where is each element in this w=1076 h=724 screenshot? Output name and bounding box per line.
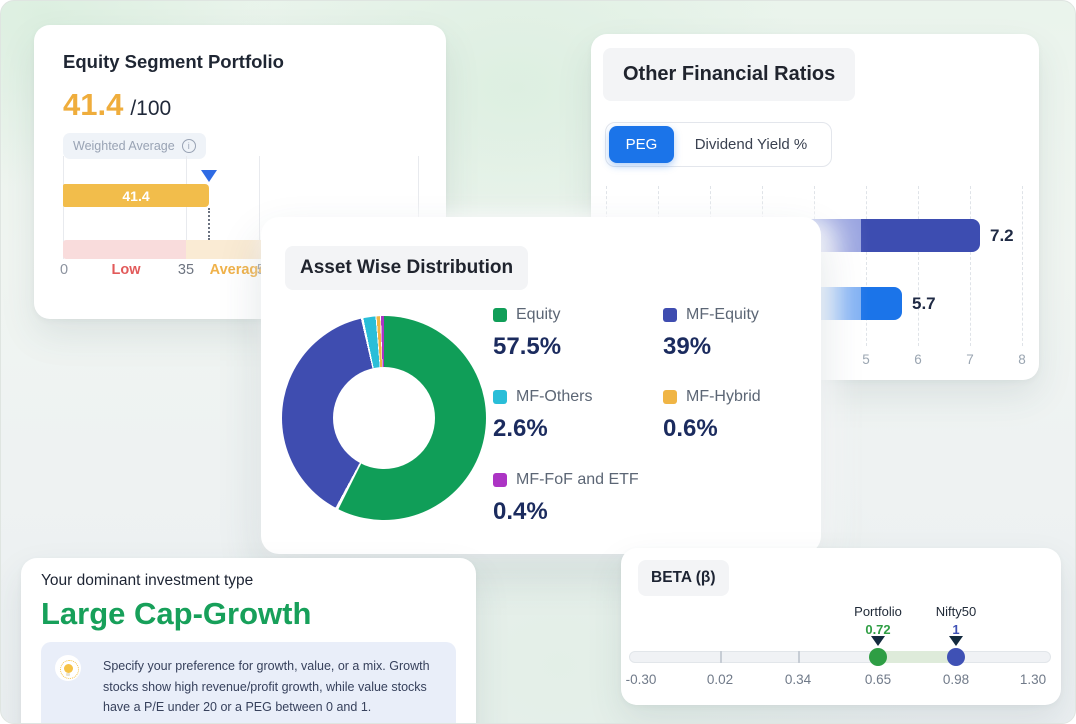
x-tick-6: 6: [914, 352, 922, 367]
legend-equity: Equity 57.5%: [493, 306, 561, 361]
gauge-gridline-0: [63, 156, 64, 259]
gauge-marker-icon: [201, 170, 217, 182]
beta-tick-3: 0.65: [864, 672, 892, 687]
mf-fof-swatch-icon: [493, 473, 507, 487]
legend-mf-fof-etf: MF-FoF and ETF 0.4%: [493, 471, 639, 526]
legend-label: MF-FoF and ETF: [516, 471, 639, 488]
portfolio-marker-label: Portfolio: [854, 604, 902, 619]
beta-slider-range-fill: [878, 651, 956, 663]
score-gauge: 41.4: [34, 156, 446, 259]
legend-value: 0.6%: [663, 415, 718, 442]
legend-label: MF-Others: [516, 388, 593, 405]
investment-card-title: Your dominant investment type: [41, 572, 254, 589]
gauge-gridline-100: [418, 156, 419, 259]
gauge-low-band: [63, 240, 186, 259]
grid-7: [970, 186, 971, 346]
gauge-tick-35: 35: [177, 262, 195, 278]
grid-6: [918, 186, 919, 346]
beta-tick-0: -0.30: [625, 672, 657, 687]
portfolio-pointer-icon: [871, 636, 885, 646]
assets-card-title: Asset Wise Distribution: [285, 246, 529, 290]
legend-label: Equity: [516, 306, 561, 323]
legend-mf-equity: MF-Equity 39%: [663, 306, 759, 361]
nifty50-dot: [947, 648, 965, 666]
investment-type-value: Large Cap-Growth: [41, 596, 312, 631]
beta-slider-track: [629, 651, 1051, 663]
weighted-average-label: Weighted Average: [73, 139, 175, 153]
legend-label: MF-Hybrid: [686, 388, 761, 405]
beta-tick-2: 0.34: [784, 672, 812, 687]
beta-card-title: BETA (β): [638, 560, 729, 596]
bulb-icon: [55, 655, 81, 681]
gauge-zone-average: Average: [209, 262, 267, 278]
score-max: /100: [130, 97, 172, 120]
tab-dividend-yield[interactable]: Dividend Yield %: [694, 136, 808, 153]
equity-score: 41.4 /100: [63, 87, 171, 123]
equity-segment-card: Equity Segment Portfolio 41.4 /100 Weigh…: [34, 25, 446, 319]
gauge-tick-0: 0: [59, 262, 69, 278]
legend-value: 2.6%: [493, 415, 548, 442]
investment-tip-text: Specify your preference for growth, valu…: [103, 659, 430, 715]
nifty50-pointer-icon: [949, 636, 963, 646]
beta-tick-1: 0.02: [706, 672, 734, 687]
x-tick-7: 7: [966, 352, 974, 367]
asset-wise-distribution-card: Asset Wise Distribution Equity 57.5% MF-…: [261, 217, 821, 554]
tab-peg[interactable]: PEG: [609, 126, 674, 163]
legend-value: 0.4%: [493, 498, 548, 525]
portfolio-marker-value: 0.72: [865, 622, 891, 637]
gauge-dotted-line: [208, 208, 210, 240]
info-icon[interactable]: [181, 139, 196, 153]
gauge-zone-low: Low: [111, 262, 141, 278]
x-tick-5: 5: [862, 352, 870, 367]
portfolio-dot: [869, 648, 887, 666]
investment-tip-box: Specify your preference for growth, valu…: [41, 642, 456, 723]
ratios-card-title: Other Financial Ratios: [603, 48, 856, 101]
asset-donut-chart: [282, 316, 486, 520]
nifty50-marker-value: 1: [952, 622, 960, 637]
beta-tick-5: 1.30: [1019, 672, 1047, 687]
gauge-gridline-55: [259, 156, 260, 259]
mf-others-swatch-icon: [493, 390, 507, 404]
grid-8: [1022, 186, 1023, 346]
dominant-investment-card: Your dominant investment type Large Cap-…: [21, 558, 476, 723]
mf-equity-swatch-icon: [663, 308, 677, 322]
gauge-axis: 0 Low 35 Average 55: [34, 262, 446, 282]
nifty50-marker-label: Nifty50: [935, 604, 977, 619]
legend-mf-others: MF-Others 2.6%: [493, 388, 592, 443]
beta-tick-4: 0.98: [942, 672, 970, 687]
gauge-gridline-35: [186, 156, 187, 259]
grid-5: [866, 186, 867, 346]
weighted-average-badge: Weighted Average: [63, 133, 206, 159]
equity-card-title: Equity Segment Portfolio: [63, 51, 284, 72]
mf-hybrid-swatch-icon: [663, 390, 677, 404]
x-tick-8: 8: [1018, 352, 1026, 367]
legend-value: 57.5%: [493, 333, 562, 360]
bar-value-label: 5.7: [912, 294, 936, 313]
equity-swatch-icon: [493, 308, 507, 322]
score-value: 41.4: [63, 87, 124, 122]
legend-value: 39%: [663, 333, 712, 360]
bar-value-label: 7.2: [990, 226, 1014, 245]
gauge-value-bar: 41.4: [63, 184, 209, 207]
beta-card: BETA (β) Portfolio 0.72 Nifty50 1 -0.30 …: [621, 548, 1061, 705]
ratios-tab-group: PEG Dividend Yield %: [605, 122, 832, 167]
legend-mf-hybrid: MF-Hybrid 0.6%: [663, 388, 761, 443]
legend-label: MF-Equity: [686, 306, 759, 323]
beta-track-tick-1: [720, 651, 722, 663]
beta-track-tick-2: [798, 651, 800, 663]
